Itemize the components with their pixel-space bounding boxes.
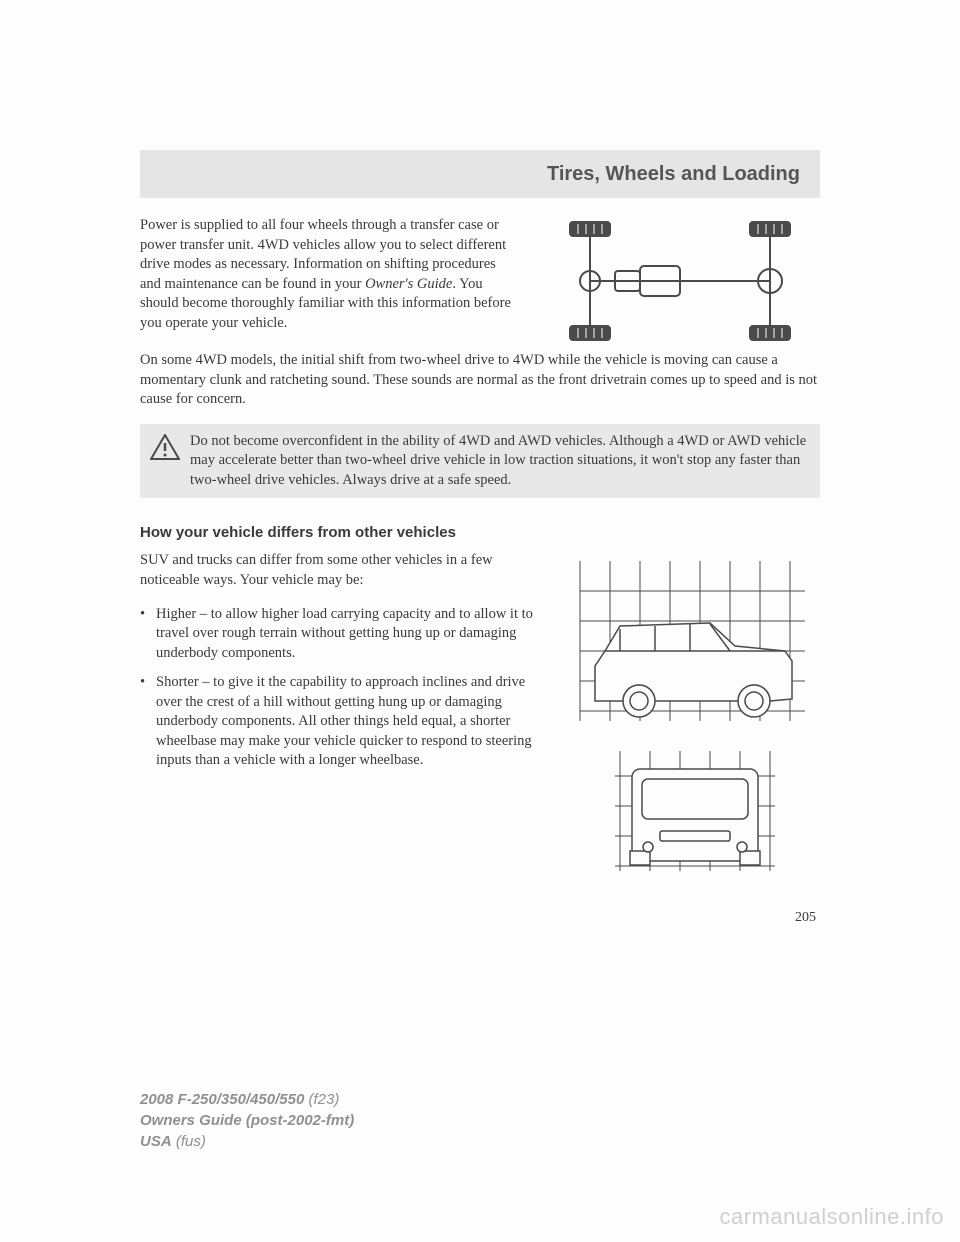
drivetrain-diagram <box>540 216 820 351</box>
footer-region: USA <box>140 1133 172 1150</box>
warning-text: Do not become overconfident in the abili… <box>190 432 810 491</box>
bullet-list: Higher – to allow higher load carrying c… <box>140 605 820 772</box>
list-item: Higher – to allow higher load carrying c… <box>140 605 820 664</box>
page-number: 205 <box>140 910 820 926</box>
footer-code1: (f23) <box>304 1091 339 1108</box>
footer-code2: (fus) <box>172 1133 206 1150</box>
footer-line-2: Owners Guide (post-2002-fmt) <box>140 1110 354 1131</box>
warning-triangle-icon <box>150 434 180 460</box>
page-content: Tires, Wheels and Loading <box>0 0 960 926</box>
owners-guide-emphasis: Owner's Guide <box>365 276 452 292</box>
footer-guide: Owners Guide (post-2002-fmt) <box>140 1112 354 1129</box>
watermark-text: carmanualsonline.info <box>719 1204 944 1230</box>
footer-model: 2008 F-250/350/450/550 <box>140 1091 304 1108</box>
footer-line-3: USA (fus) <box>140 1131 354 1152</box>
footer-block: 2008 F-250/350/450/550 (f23) Owners Guid… <box>140 1089 354 1152</box>
section-header-band: Tires, Wheels and Loading <box>140 150 820 198</box>
warning-callout: Do not become overconfident in the abili… <box>140 424 820 499</box>
drivetrain-icon <box>540 216 820 346</box>
subheading: How your vehicle differs from other vehi… <box>140 524 820 541</box>
section-title: Tires, Wheels and Loading <box>547 163 800 186</box>
footer-line-1: 2008 F-250/350/450/550 (f23) <box>140 1089 354 1110</box>
paragraph-2: On some 4WD models, the initial shift fr… <box>140 351 820 410</box>
list-item: Shorter – to give it the capability to a… <box>140 673 820 771</box>
